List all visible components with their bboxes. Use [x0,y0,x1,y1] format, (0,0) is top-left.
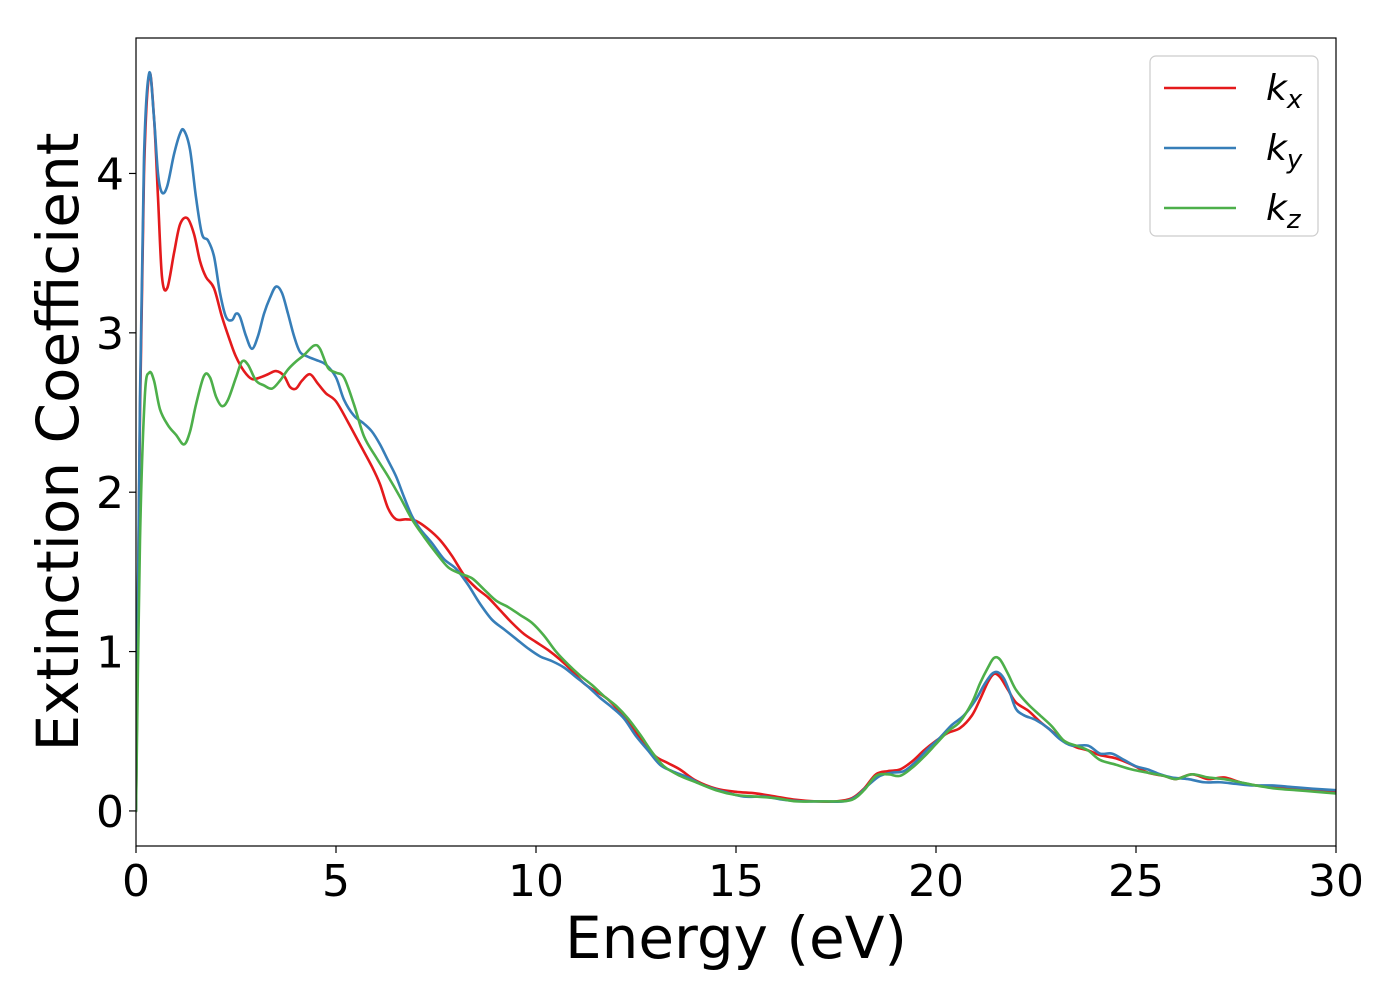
x-tick-label: 25 [1108,856,1164,907]
x-tick-label: 5 [322,856,350,907]
legend-label-kz: kz [1266,188,1302,235]
y-tick-label: 0 [96,787,124,838]
x-tick-label: 20 [908,856,964,907]
series-line-ky [136,71,1336,813]
y-tick-label: 1 [96,628,124,679]
x-tick-label: 30 [1308,856,1364,907]
x-axis-title: Energy (eV) [565,904,907,972]
legend-label-kx: kx [1266,68,1303,115]
y-tick-label: 3 [96,309,124,360]
x-tick-label: 0 [122,856,150,907]
x-tick-label: 10 [508,856,564,907]
y-axis-title: Extinction Coefficient [24,133,92,752]
axis-ticks: 0 5 10 15 20 25 30 0 1 2 3 4 [96,149,1364,907]
series-lines [136,71,1336,813]
legend: kx ky kz [1149,55,1319,237]
legend-label-ky: ky [1266,128,1303,175]
x-tick-label: 15 [708,856,764,907]
series-line-kz [136,343,1336,813]
y-tick-label: 4 [96,149,124,200]
legend-box [1149,55,1319,237]
y-tick-label: 2 [96,468,124,519]
